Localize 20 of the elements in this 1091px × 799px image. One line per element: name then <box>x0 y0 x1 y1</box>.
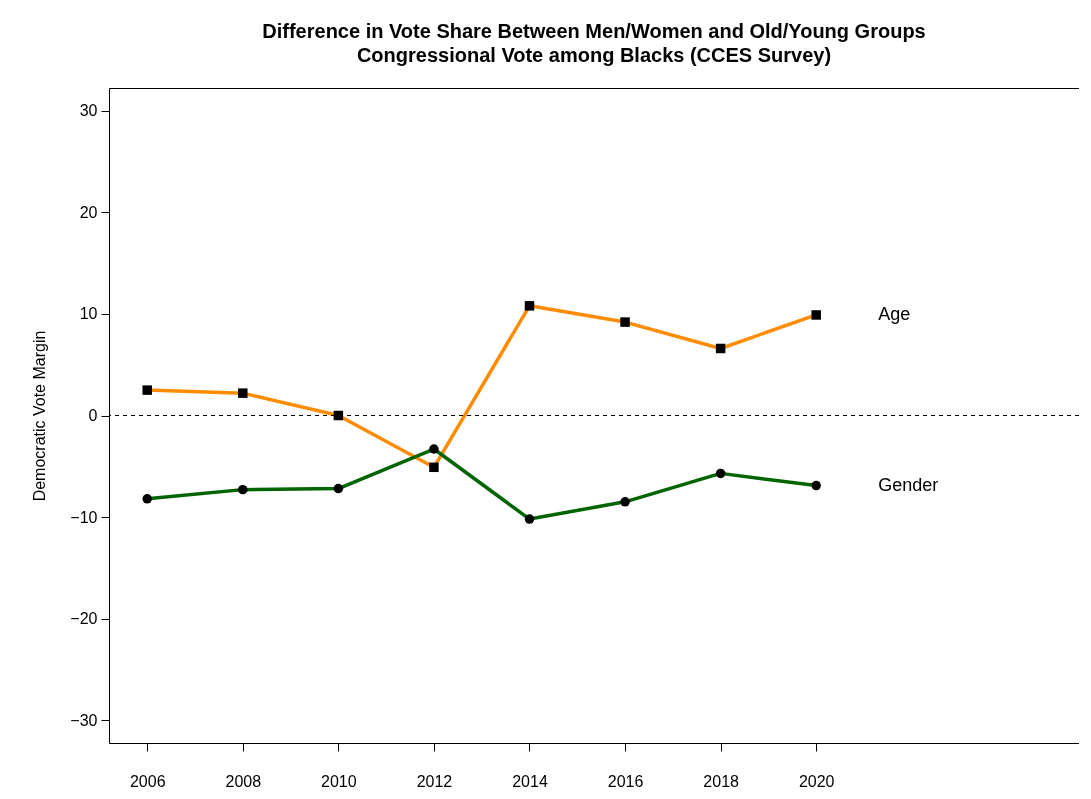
text: Age <box>878 303 911 324</box>
text: Gender <box>878 474 939 495</box>
x-tick-label: 2016 <box>607 772 644 790</box>
y-tick-label: −30 <box>70 711 98 729</box>
x-tick-label: 2014 <box>512 772 548 790</box>
y-tick-label: 0 <box>88 407 98 424</box>
y-tick-label: −20 <box>70 610 98 628</box>
x-tick-label: 2006 <box>129 772 166 790</box>
x-tick-label: 2020 <box>798 772 835 790</box>
chart-subtitle: Congressional Vote among Blacks (CCES Survey) <box>356 44 832 66</box>
x-tick-label: 2008 <box>225 772 262 790</box>
y-tick-label: 20 <box>79 203 98 221</box>
x-tick-label: 2012 <box>416 772 453 790</box>
y-axis-title: Democratic Vote Margin <box>31 330 49 502</box>
y-tick-label: −10 <box>70 508 98 526</box>
x-tick-label: 2018 <box>703 772 740 790</box>
chart-title: Difference in Vote Share Between Men/Women and Old/Young Groups <box>262 20 926 42</box>
y-tick-label: 10 <box>79 305 98 323</box>
y-tick-label: 30 <box>79 102 98 120</box>
x-tick-label: 2010 <box>321 772 357 790</box>
